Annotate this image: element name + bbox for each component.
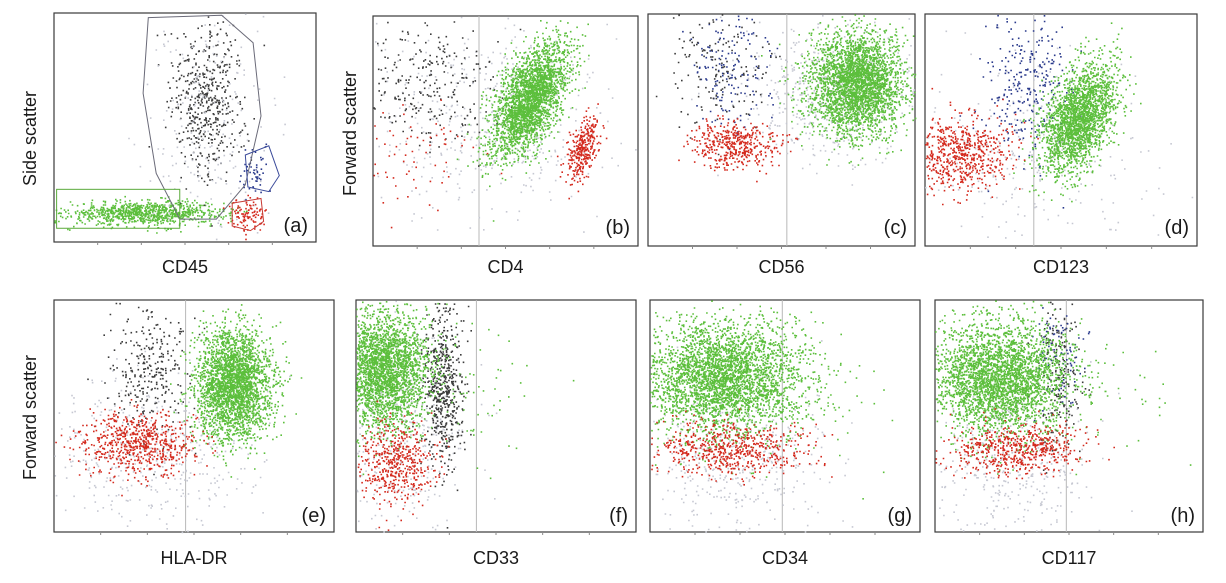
plot-frame: [53, 299, 335, 533]
gate-gate_blue: [244, 145, 280, 193]
gate-gate_grey: [142, 14, 262, 220]
scatter-points-dark: [412, 303, 472, 529]
panel-d: (d): [924, 13, 1198, 249]
panel-c: (c): [647, 13, 917, 249]
scatter-points-green: [650, 300, 863, 478]
population-green: [356, 301, 467, 476]
population-dark: [412, 303, 472, 529]
panel-b: (b): [372, 15, 639, 249]
x-axis-ticks: [979, 532, 1159, 535]
scatter-points-green: [170, 304, 303, 478]
scatter-points-light: [653, 339, 854, 534]
scatter-plot-a: [53, 12, 317, 245]
x-axis-label-g: CD34: [761, 548, 809, 568]
panel-f: (f): [355, 299, 637, 535]
x-axis-ticks: [402, 532, 590, 535]
panel-label-c: (c): [883, 217, 907, 239]
panel-label-b: (b): [605, 217, 630, 239]
panel-label-e: (e): [301, 505, 326, 527]
x-axis-ticks: [692, 246, 871, 249]
population-green: [54, 195, 248, 234]
scatter-points-green: [456, 20, 590, 222]
x-axis-ticks: [100, 532, 288, 535]
scatter-plot-e: [53, 299, 335, 535]
scatter-points-green: [935, 300, 1124, 476]
plot-frame: [934, 299, 1204, 533]
population-green: [650, 300, 863, 478]
x-axis-ticks: [416, 246, 595, 249]
x-axis-ticks: [969, 246, 1153, 249]
scatter-points-red: [556, 103, 608, 200]
scatter-points-green: [439, 303, 575, 480]
x-axis-label-b: CD4: [487, 257, 524, 277]
plot-frame: [372, 15, 639, 247]
scatter-points-green: [356, 301, 467, 476]
scatter-points-blue: [959, 14, 1082, 209]
scatter-points-green: [761, 14, 917, 166]
scatter-points-red: [935, 408, 1115, 480]
scatter-points-green: [54, 195, 248, 234]
scatter-plot-f: [355, 299, 637, 535]
panel-label-h: (h): [1170, 505, 1195, 527]
panel-label-d: (d): [1164, 217, 1189, 239]
x-axis-ticks: [97, 242, 273, 245]
population-green: [761, 14, 917, 166]
panel-label-a: (a): [283, 215, 308, 237]
y-axis-label-forward-scatter-bottom: Forward scatter: [20, 354, 40, 480]
scatter-plot-c: [647, 13, 917, 249]
y-axis-label-side-scatter: Side scatter: [20, 90, 40, 186]
x-axis-label-d: CD123: [1032, 257, 1090, 277]
panel-e: (e): [53, 299, 335, 535]
panel-a: (a): [53, 12, 317, 245]
scatter-points-red: [678, 114, 799, 183]
population-red: [556, 103, 608, 200]
x-axis-label-h: CD117: [1041, 548, 1097, 568]
x-axis-label-c: CD56: [758, 257, 805, 277]
x-axis-label-e: HLA-DR: [160, 548, 228, 568]
scatter-points-dark: [148, 16, 266, 227]
panel-label-g: (g): [887, 505, 912, 527]
population-green: [935, 300, 1124, 476]
population-red: [935, 408, 1115, 480]
population-green: [439, 303, 575, 480]
panel-h: (h): [934, 299, 1204, 535]
population-red: [222, 194, 267, 241]
population-light: [653, 339, 854, 534]
population-green: [170, 304, 303, 478]
scatter-plot-h: [934, 299, 1204, 535]
y-axis-label-forward-scatter-top: Forward scatter: [340, 70, 360, 196]
scatter-points-red: [222, 194, 267, 241]
population-green: [456, 20, 590, 222]
gate-gate_green: [56, 188, 181, 229]
scatter-plot-b: [372, 15, 639, 249]
scatter-plot-g: [649, 299, 921, 535]
population-dark: [148, 16, 266, 227]
x-axis-ticks: [694, 532, 876, 535]
gate-gate_red: [231, 197, 265, 232]
population-red: [678, 114, 799, 183]
population-blue: [959, 14, 1082, 209]
x-axis-label-f: CD33: [472, 548, 520, 568]
x-axis-label-a: CD45: [161, 257, 209, 277]
panel-label-f: (f): [609, 505, 628, 527]
scatter-plot-d: [924, 13, 1198, 249]
panel-g: (g): [649, 299, 921, 535]
plot-frame: [53, 12, 317, 243]
